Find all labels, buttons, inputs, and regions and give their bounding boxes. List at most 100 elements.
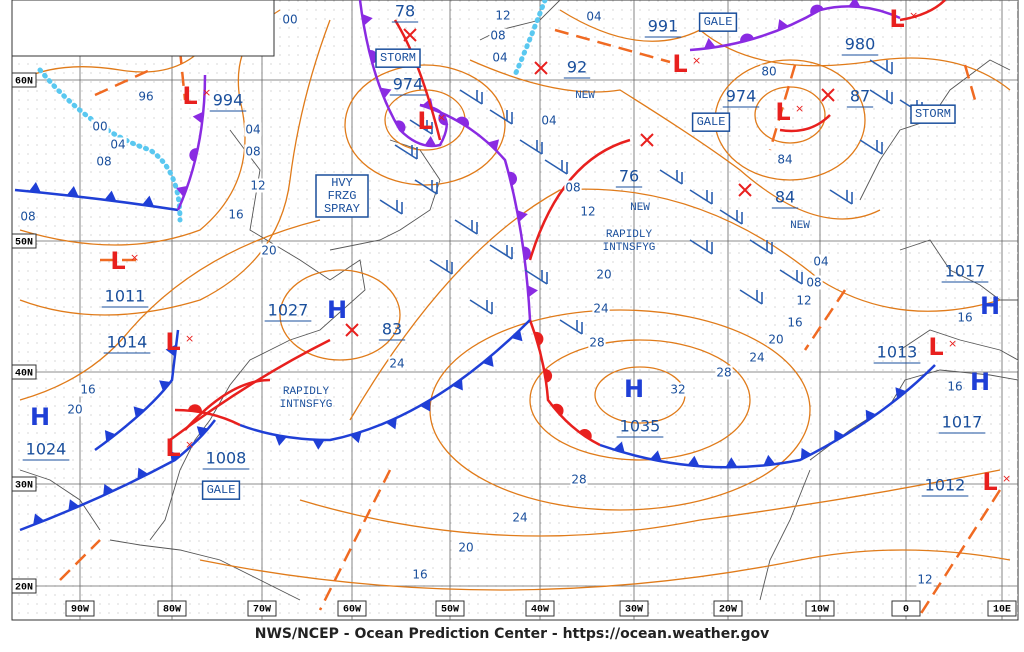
front-symbol: [482, 355, 494, 367]
latitude-label: 40N: [15, 369, 33, 380]
low-symbol: L: [672, 50, 687, 78]
front: [174, 408, 241, 427]
annotation: RAPIDLY: [283, 386, 330, 398]
cold-triangle: [170, 451, 182, 463]
cold-triangle: [68, 499, 80, 511]
pressure-value: 980: [845, 35, 876, 54]
front-symbol: [104, 190, 117, 202]
barb-shaft: [489, 109, 513, 125]
front-symbol: [543, 368, 553, 383]
front-symbol: [361, 13, 373, 26]
isobar-label: 12: [495, 9, 510, 23]
warning-label: GALE: [207, 483, 236, 497]
pressure-value: 1014: [107, 333, 148, 352]
isobar-label: 28: [571, 473, 586, 487]
high-symbol: H: [980, 292, 1000, 320]
barb-shaft: [719, 209, 743, 225]
isobar-label: 04: [586, 10, 601, 24]
isobar-label: 00: [282, 13, 297, 27]
latitude-label: 50N: [15, 238, 33, 249]
low-symbol: L: [982, 468, 997, 496]
spray-label: FRZG: [328, 189, 357, 203]
front-symbol: [159, 380, 171, 392]
graticule: [12, 0, 1018, 620]
barb-shaft: [524, 269, 548, 285]
cold-triangle: [361, 13, 373, 26]
cold-triangle: [104, 430, 116, 442]
front-symbol: [834, 429, 845, 442]
low-marker: ×: [1002, 472, 1011, 485]
isobar-label: 04: [813, 255, 828, 269]
front-symbol: [170, 451, 182, 463]
isobar-label-bg: [281, 12, 299, 27]
front-symbol: [133, 406, 145, 418]
low-marker: ×: [437, 111, 446, 124]
front-symbol: [895, 387, 907, 399]
isobar-label-bg: [540, 113, 558, 128]
annotation: RAPIDLY: [606, 229, 653, 241]
warning-box: [201, 480, 241, 500]
isobar-label-bg: [916, 572, 934, 587]
front-symbol: [522, 246, 531, 261]
isobar-label: 12: [796, 294, 811, 308]
isobar-label: 12: [917, 573, 932, 587]
center-x: [640, 133, 654, 147]
longitude-label-box: [805, 600, 835, 617]
cold-triangle: [379, 87, 392, 99]
cold-triangle: [103, 483, 115, 496]
front-symbol: [312, 439, 325, 450]
center-x: [534, 61, 548, 75]
latitude-label-box: [11, 233, 37, 249]
cold-triangle: [159, 380, 171, 392]
barb-shaft: [859, 139, 883, 155]
pressure-value: 84: [775, 188, 795, 207]
pressure-value: 994: [213, 91, 244, 110]
warning-box: [691, 112, 731, 132]
low-symbol: L: [889, 5, 904, 33]
front-symbol: [165, 344, 177, 357]
front-symbol: [687, 455, 700, 467]
front-symbol: [800, 447, 812, 460]
barb-shaft: [544, 159, 568, 175]
warm-semicircle: [551, 403, 564, 417]
front-symbol: [176, 185, 188, 198]
barb-shaft: [394, 144, 418, 160]
low-symbol: L: [928, 333, 943, 361]
isobar-label-bg: [260, 243, 278, 258]
cold-triangle: [137, 467, 149, 480]
isobar-label: 16: [947, 380, 962, 394]
cold-triangle: [613, 441, 625, 453]
isobar-label-bg: [760, 64, 778, 79]
barb-shaft: [559, 319, 583, 335]
longitude-label-box: [713, 600, 743, 617]
low-symbol: L: [182, 82, 197, 110]
cold-triangle: [133, 406, 145, 418]
isobar-label: 12: [580, 205, 595, 219]
barb-shaft: [379, 199, 403, 215]
warning-label: STORM: [380, 51, 416, 65]
front-symbol: [865, 409, 877, 422]
barb-shaft: [489, 244, 513, 260]
center-x: [738, 183, 752, 197]
warm-semicircle: [543, 368, 553, 383]
low-marker: ×: [185, 332, 194, 345]
isobar-label-bg: [585, 9, 603, 24]
cold-triangle: [142, 195, 155, 207]
pressure-value: 1035: [620, 417, 661, 436]
cold-triangle: [192, 111, 204, 124]
longitude-label-box: [987, 600, 1017, 617]
longitude-label: 80W: [163, 605, 181, 616]
annotation: NEW: [790, 220, 810, 232]
longitude-label: 40W: [531, 605, 549, 616]
cold-triangle: [33, 513, 45, 526]
cold-triangle: [725, 457, 738, 468]
longitude-label: 30W: [625, 605, 643, 616]
longitude-label: 90W: [71, 605, 89, 616]
front-symbol: [28, 181, 41, 193]
cold-triangle: [777, 19, 789, 31]
front-symbol: [511, 329, 523, 342]
isobar-label: 08: [245, 145, 260, 159]
cold-triangle: [28, 181, 41, 193]
warning-label: GALE: [697, 115, 726, 129]
low-marker: ×: [692, 54, 701, 67]
